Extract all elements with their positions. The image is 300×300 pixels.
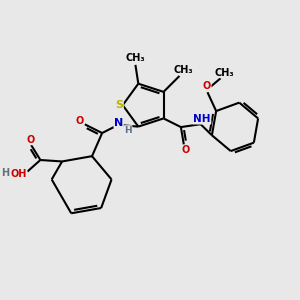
Text: H: H <box>2 168 10 178</box>
Text: O: O <box>203 81 211 92</box>
Text: O: O <box>181 145 189 155</box>
Text: CH₃: CH₃ <box>126 52 145 63</box>
Text: O: O <box>75 116 84 126</box>
Text: N: N <box>114 118 123 128</box>
Text: CH₃: CH₃ <box>214 68 234 77</box>
Text: S: S <box>115 100 123 110</box>
Text: NH: NH <box>193 114 211 124</box>
Text: H: H <box>124 126 132 135</box>
Text: OH: OH <box>11 169 27 179</box>
Text: CH₃: CH₃ <box>174 64 194 75</box>
Text: O: O <box>26 135 35 145</box>
